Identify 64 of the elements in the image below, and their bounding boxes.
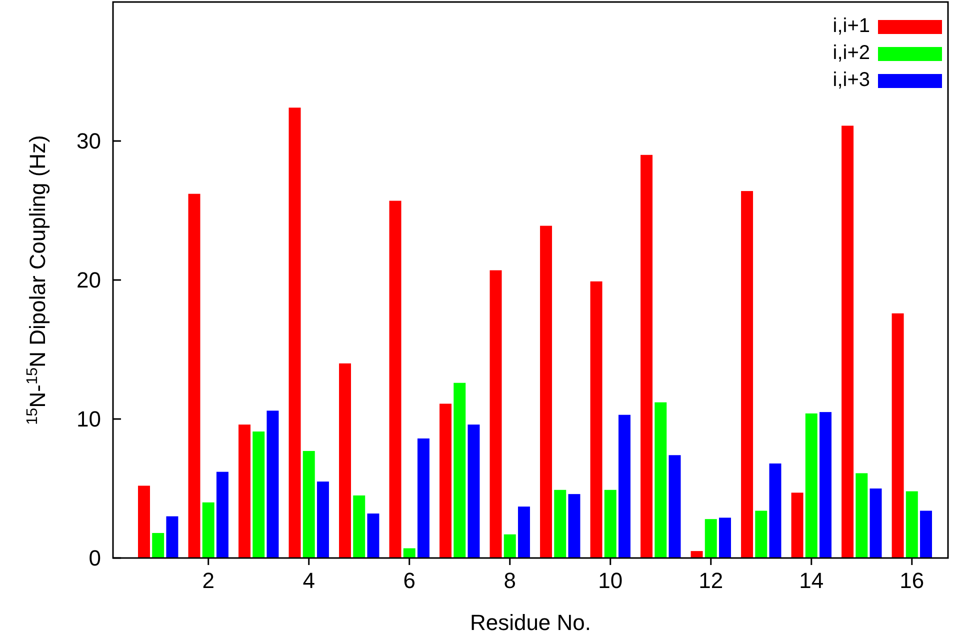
legend-label: i,i+1 [832, 15, 870, 37]
bar [704, 519, 717, 558]
bar [440, 404, 452, 558]
bar [820, 412, 832, 558]
bar [590, 281, 602, 558]
bar [166, 516, 178, 558]
bar [791, 492, 804, 558]
bar [353, 495, 366, 558]
bar [554, 490, 566, 558]
bar [769, 463, 782, 558]
bar [454, 382, 466, 558]
bar [266, 410, 279, 558]
bar [718, 518, 731, 558]
bar [842, 126, 854, 558]
bar [188, 194, 200, 558]
bar [755, 510, 768, 558]
x-tick-label: 16 [900, 568, 924, 593]
bar [403, 548, 416, 558]
bar [568, 494, 580, 558]
bar [741, 191, 754, 558]
bar [138, 486, 150, 558]
legend-label: i,i+2 [832, 42, 870, 64]
bar [367, 514, 380, 558]
bar [518, 506, 530, 558]
bar [202, 502, 214, 558]
y-tick-label: 20 [76, 268, 101, 293]
bar [906, 491, 918, 558]
x-tick-label: 12 [698, 568, 724, 593]
bar [640, 154, 653, 558]
x-axis-title: Residue No. [470, 610, 592, 635]
bar [389, 200, 402, 558]
bar [339, 363, 352, 558]
y-tick-label: 30 [76, 128, 101, 154]
bar [870, 488, 882, 558]
bar [668, 455, 681, 558]
bar [490, 270, 502, 558]
y-tick-label: 10 [76, 406, 101, 432]
bar [805, 413, 818, 558]
bar [618, 414, 630, 558]
bar [892, 313, 904, 558]
bar [604, 490, 616, 558]
legend-label: i,i+3 [832, 69, 870, 91]
bar [468, 424, 480, 558]
x-tick-label: 10 [598, 568, 623, 593]
bar [316, 482, 329, 558]
x-tick-label: 14 [799, 568, 824, 593]
x-tick-label: 6 [403, 568, 416, 593]
x-tick-label: 2 [202, 568, 214, 593]
bar [540, 226, 552, 558]
x-tick-label: 8 [504, 568, 516, 593]
bar [152, 532, 164, 558]
bar [504, 534, 516, 558]
bar [856, 473, 868, 558]
y-tick-label: 0 [88, 546, 101, 571]
bar [216, 472, 228, 558]
bar [690, 551, 703, 558]
bar [288, 108, 301, 558]
bar [654, 402, 667, 558]
bar [252, 432, 265, 558]
bar [920, 510, 932, 558]
bar [238, 424, 250, 558]
bar [417, 438, 430, 558]
x-tick-label: 4 [302, 568, 315, 593]
bar [302, 450, 315, 558]
